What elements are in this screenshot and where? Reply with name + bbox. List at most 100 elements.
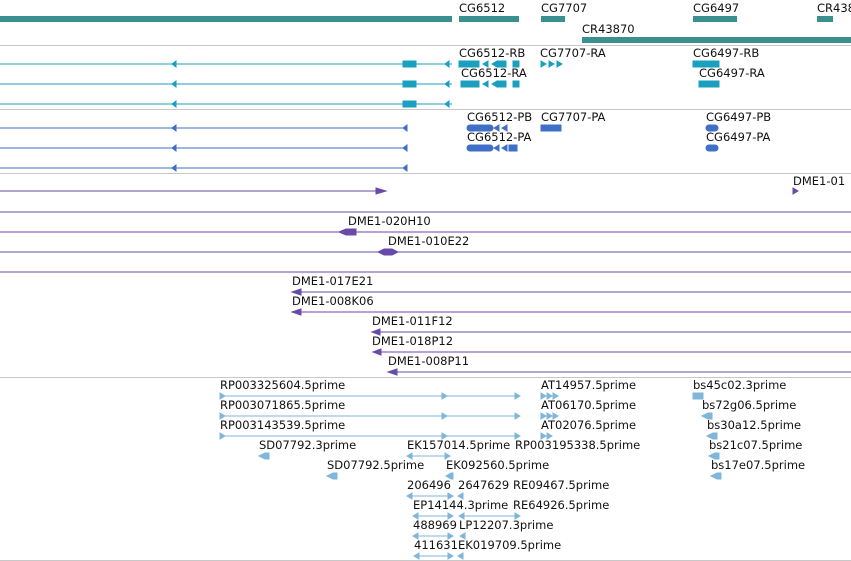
gene-feature-cg7707[interactable] [541,16,565,22]
est-label: RP003143539.5prime [220,418,346,432]
clone-label: DME1-01 [793,174,846,188]
protein-cds [705,124,719,132]
strand-arrow-icon [459,532,466,540]
clone-label: DME1-018P12 [372,334,454,348]
protein-cds [466,124,494,132]
est-block [709,472,722,480]
strand-arrow-icon [540,432,547,440]
est-label: EP14144.3prime [413,498,509,512]
strand-arrow-icon [371,348,382,356]
est-block [692,392,704,400]
est-label: bs30a12.5prime [707,418,802,432]
est-label: RE09467.5prime [513,478,610,492]
transcript-label: CG6497-RA [699,66,765,80]
gene-label: CG7707 [541,1,588,15]
est-block [257,452,270,460]
transcript-exon [458,60,480,68]
est-label: EK157014.5prime [407,438,511,452]
strand-arrow-icon [792,187,799,195]
strand-arrow-icon [540,392,547,400]
strand-arrow-icon [548,60,555,68]
strand-arrow-icon [171,100,177,108]
strand-arrow-icon [493,144,500,152]
strand-arrow-icon [444,452,451,460]
protein-label: CG7707-PA [541,110,606,124]
protein-label: CG6512-PA [467,130,532,144]
strand-arrow-icon [406,492,413,500]
strand-arrow-icon [556,60,563,68]
est-label: bs17e07.5prime [711,458,806,472]
clone-label: DME1-008K06 [292,294,374,308]
strand-arrow-icon [447,552,454,560]
transcript-exon [512,80,520,88]
strand-arrow-icon [171,80,177,88]
clone-label: DME1-020H10 [348,214,431,228]
est-label: EK092560.5prime [446,458,550,472]
strand-arrow-icon [457,552,464,560]
clone-label: DME1-017E21 [292,274,374,288]
est-block [705,432,718,440]
strand-arrow-icon [171,124,177,132]
strand-arrow-icon [406,452,413,460]
transcript-track: CG6512-RB CG7707-RA CG6497-RB CG6512-RA … [0,46,851,109]
transcript-exon [512,60,520,68]
strand-arrow-icon [447,532,454,540]
strand-arrow-icon [219,412,226,420]
strand-arrow-icon [458,512,465,520]
est-label: bs45c02.3prime [693,378,787,392]
gene-feature-cr43870[interactable] [582,37,851,43]
track-divider [0,377,851,378]
strand-arrow-icon [491,80,498,88]
transcript-exon [460,80,480,88]
est-label: SD07792.5prime [327,458,425,472]
strand-arrow-icon [482,60,489,68]
strand-arrow-icon [457,492,464,500]
strand-arrow-icon [444,60,450,68]
est-label: AT02076.5prime [541,418,637,432]
strand-arrow-icon [491,60,498,68]
strand-arrow-icon [219,392,226,400]
transcript-exon [692,60,720,68]
est-label: RE64926.5prime [513,498,610,512]
transcript-exon [402,80,417,88]
est-label: 488969 [413,518,457,532]
transcript-exon [497,80,507,88]
strand-arrow-icon [290,308,302,316]
strand-arrow-icon [219,432,226,440]
strand-arrow-icon [386,368,398,376]
gene-label: CR4387 [817,1,851,15]
gene-feature-cg6512[interactable] [459,16,519,22]
clone-track: DME1-01 DME1-020H10 DME1-010E22 DME1-017… [0,174,851,377]
clone-label: DME1-010E22 [388,234,470,248]
strand-arrow-icon [413,552,420,560]
transcript-label: CG7707-RA [540,46,606,60]
gene-span-bar[interactable] [0,16,452,22]
strand-arrow-icon [482,80,489,88]
strand-arrow-icon [501,124,508,132]
strand-arrow-icon [412,532,419,540]
est-label: RP003325604.5prime [220,378,346,392]
strand-arrow-icon [402,124,408,132]
gene-feature-cg6497[interactable] [693,16,737,22]
est-label: 411631 [414,538,458,552]
est-label: 2647629 [458,478,510,492]
protein-track: CG6512-PB CG7707-PA CG6497-PB CG6512-PA … [0,110,851,173]
est-block [700,412,713,420]
strand-arrow-icon [412,512,419,520]
protein-cds [466,144,494,152]
est-label: RP003071865.5prime [220,398,346,412]
strand-arrow-icon [493,124,500,132]
est-label: bs72g06.5prime [702,398,797,412]
gene-feature-cr4387[interactable] [817,16,833,22]
strand-arrow-icon [402,164,408,172]
gene-label: CR43870 [582,22,635,36]
protein-label: CG6512-PB [467,110,533,124]
transcript-label: CG6512-RA [461,66,527,80]
track-divider [0,173,851,174]
strand-arrow-icon [171,164,177,172]
gene-label: CG6497 [693,1,740,15]
track-divider [0,45,851,46]
strand-arrow-icon [514,392,521,400]
protein-cds [508,144,518,152]
